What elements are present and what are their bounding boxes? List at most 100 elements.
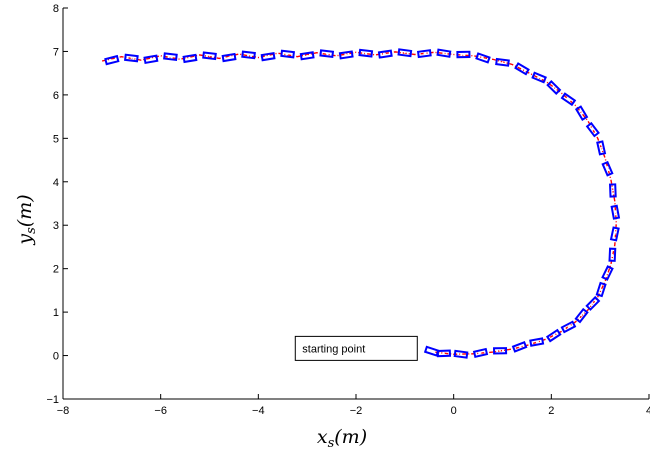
vehicle-center (499, 349, 501, 352)
vehicle-marker (456, 50, 471, 59)
annotation-text: starting point (302, 343, 365, 355)
vehicle-center (228, 56, 230, 59)
vehicle-center (430, 350, 433, 353)
vehicle-body (608, 247, 617, 262)
vehicle-body (182, 53, 198, 64)
vehicle-marker (514, 62, 530, 76)
vehicle-center (521, 67, 523, 70)
vehicle-body (511, 340, 528, 353)
x-tick-label: −4 (252, 405, 265, 417)
vehicle-marker (495, 57, 510, 67)
vehicle-body (610, 204, 621, 220)
vehicle-marker (221, 52, 237, 63)
vehicle-marker (104, 54, 120, 66)
vehicle-marker (601, 265, 614, 281)
vehicle-center (130, 57, 133, 59)
vehicle-marker (545, 328, 562, 343)
vehicle-body (260, 51, 276, 62)
vehicle-center (600, 288, 603, 291)
vehicle-center (364, 52, 367, 55)
y-tick-label: 0 (53, 351, 59, 363)
vehicle-marker (596, 140, 607, 156)
vehicle-center (591, 128, 594, 131)
vehicle-body (560, 92, 577, 107)
vehicle-center (606, 167, 609, 170)
y-tick-label: 3 (53, 220, 59, 232)
vehicle-marker (423, 345, 440, 357)
vehicle-body (514, 62, 530, 76)
vehicle-body (358, 48, 374, 58)
vehicle-center (611, 189, 614, 192)
vehicle-center (442, 352, 445, 355)
vehicle-marker (280, 49, 296, 59)
vehicle-center (567, 325, 570, 328)
vehicle-center (591, 302, 594, 305)
vehicle-body (475, 52, 491, 64)
vehicle-marker (560, 320, 577, 334)
vehicle-body (143, 54, 159, 65)
y-tick-label: −1 (46, 394, 59, 406)
vehicle-body (241, 50, 256, 60)
vehicle-body (585, 121, 600, 138)
vehicle-center (535, 341, 538, 343)
vehicle-body (104, 54, 120, 66)
vehicle-body (338, 50, 354, 60)
x-tick-label: −8 (57, 405, 70, 417)
vehicle-body (202, 51, 217, 61)
vehicle-marker (511, 340, 528, 353)
vehicle-body (299, 51, 315, 61)
plot-area (101, 48, 621, 359)
x-tick-label: −6 (154, 405, 167, 417)
vehicle-center (169, 55, 172, 58)
vehicle-marker (472, 347, 489, 359)
vehicle-body (596, 140, 607, 156)
y-tick-label: 8 (53, 3, 59, 15)
vehicle-center (613, 233, 616, 235)
vehicle-center (247, 54, 250, 56)
vehicle-body (585, 295, 601, 311)
vehicle-center (611, 253, 614, 256)
vehicle-marker (143, 54, 159, 65)
vehicle-body (423, 345, 440, 357)
vehicle-center (345, 54, 348, 56)
y-tick-label: 2 (53, 264, 59, 276)
y-tick-label: 6 (53, 90, 59, 102)
vehicle-body (416, 49, 432, 59)
y-tick-label: 7 (53, 46, 59, 58)
vehicle-body (608, 183, 617, 198)
vehicle-body (493, 347, 508, 355)
vehicle-marker (123, 53, 139, 63)
vehicle-marker (358, 48, 374, 58)
vehicle-body (397, 48, 413, 58)
vehicle-marker (436, 48, 452, 58)
x-tick-label: −2 (350, 405, 363, 417)
vehicle-marker (493, 347, 508, 355)
vehicle-center (482, 57, 484, 59)
vehicle-body (472, 347, 489, 359)
vehicle-center (306, 54, 309, 57)
vehicle-body (163, 52, 178, 62)
vehicle-marker (416, 49, 432, 59)
vehicle-body (560, 320, 577, 334)
vehicle-body (601, 265, 614, 281)
vehicle-marker (595, 281, 607, 298)
vehicle-body (319, 49, 335, 59)
vehicle-marker (475, 52, 491, 64)
vehicle-body (453, 349, 469, 359)
vehicle-marker (574, 105, 589, 121)
vehicle-center (460, 353, 462, 356)
vehicle-marker (241, 50, 256, 60)
vehicle-center (538, 76, 541, 79)
annotation-box (294, 335, 418, 361)
vehicle-marker (601, 160, 614, 177)
vehicle-body (595, 281, 607, 298)
x-tick-label: 0 (451, 405, 457, 417)
vehicle-center (580, 112, 583, 115)
starting-point-annotation: starting point (294, 335, 418, 361)
x-tick-label: 4 (646, 405, 650, 417)
vehicle-center (267, 55, 270, 58)
vehicle-marker (560, 92, 577, 107)
vehicle-center (501, 61, 504, 64)
vehicle-marker (610, 204, 621, 220)
